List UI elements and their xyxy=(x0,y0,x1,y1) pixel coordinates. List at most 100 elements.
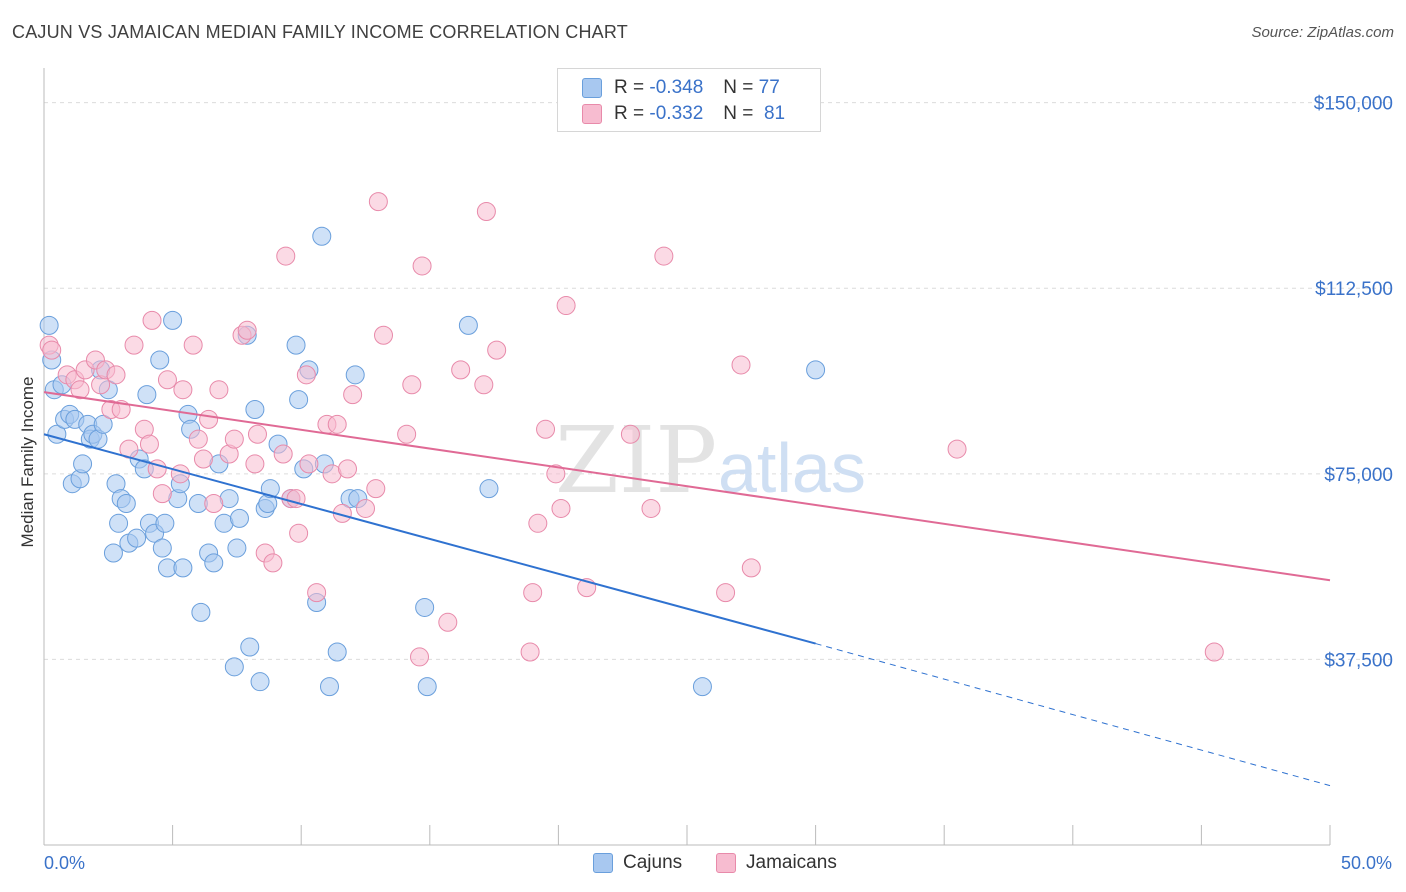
data-point xyxy=(654,246,674,266)
data-point xyxy=(479,479,499,499)
data-point xyxy=(103,543,123,563)
data-point xyxy=(137,385,157,405)
y-tick-label: $75,000 xyxy=(1324,465,1393,486)
data-point xyxy=(327,642,347,662)
legend-item-cajuns[interactable]: Cajuns xyxy=(593,852,682,874)
data-point xyxy=(415,597,435,617)
data-point xyxy=(70,380,90,400)
data-point xyxy=(438,612,458,632)
data-point xyxy=(641,498,661,518)
data-point xyxy=(209,380,229,400)
watermark-atlas: atlas xyxy=(718,429,866,507)
data-point xyxy=(556,296,576,316)
trend-line-cajuns xyxy=(43,433,816,645)
data-point xyxy=(1204,642,1224,662)
data-point xyxy=(227,538,247,558)
grid-lines xyxy=(44,102,1392,660)
legend-r-value: -0.348 xyxy=(649,77,704,98)
x-tick-label-max: 50.0% xyxy=(1341,853,1392,873)
stats-legend: R = -0.348 N = 77 R = -0.332 N = 81 xyxy=(557,68,821,132)
y-tick-labels: $37,500 $75,000 $112,500 $150,000 xyxy=(1314,94,1393,672)
data-point xyxy=(116,494,136,514)
data-point xyxy=(173,380,193,400)
data-point xyxy=(260,479,280,499)
data-point xyxy=(250,672,270,692)
legend-swatch-jamaicans xyxy=(582,104,602,124)
data-point xyxy=(273,444,293,464)
legend-r-value: -0.332 xyxy=(649,103,704,124)
data-point xyxy=(412,256,432,276)
data-point xyxy=(947,439,967,459)
chart-title: CAJUN VS JAMAICAN MEDIAN FAMILY INCOME C… xyxy=(12,22,628,42)
data-point xyxy=(368,192,388,212)
trend-line-jamaicans xyxy=(43,391,1331,582)
data-point xyxy=(276,246,296,266)
data-point xyxy=(152,484,172,504)
data-point xyxy=(93,414,113,434)
data-point xyxy=(157,370,177,390)
y-tick-label: $150,000 xyxy=(1314,94,1393,115)
data-point xyxy=(150,350,170,370)
data-point xyxy=(374,325,394,345)
legend-swatch-cajuns xyxy=(582,78,602,98)
data-point xyxy=(109,513,129,533)
legend-r-label: R = xyxy=(614,103,645,124)
legend-row-cajuns: R = -0.348 N = 77 xyxy=(582,77,780,99)
data-point xyxy=(620,424,640,444)
data-point xyxy=(204,553,224,573)
data-point xyxy=(127,528,147,548)
data-point xyxy=(173,558,193,578)
data-point xyxy=(263,553,283,573)
data-point xyxy=(474,375,494,395)
data-point xyxy=(240,637,260,657)
data-point xyxy=(417,677,437,697)
data-point xyxy=(402,375,422,395)
data-point xyxy=(139,434,159,454)
data-point xyxy=(229,508,249,528)
data-point xyxy=(42,340,62,360)
data-point xyxy=(307,583,327,603)
data-point xyxy=(199,409,219,429)
data-point xyxy=(289,390,309,410)
data-point xyxy=(546,464,566,484)
legend-n-value: 77 xyxy=(758,77,780,98)
data-point xyxy=(152,538,172,558)
data-point xyxy=(806,360,826,380)
data-point xyxy=(163,310,183,330)
data-point xyxy=(247,424,267,444)
legend-item-jamaicans[interactable]: Jamaicans xyxy=(716,852,837,874)
data-point xyxy=(536,419,556,439)
data-point xyxy=(237,320,257,340)
data-point xyxy=(191,602,211,622)
legend-n-label: N = xyxy=(723,103,754,124)
data-point xyxy=(188,429,208,449)
series-cajuns xyxy=(39,226,826,697)
data-point xyxy=(410,647,430,667)
data-point xyxy=(458,315,478,335)
data-point xyxy=(520,642,540,662)
data-point xyxy=(299,454,319,474)
y-tick-label: $112,500 xyxy=(1315,279,1393,300)
data-point xyxy=(692,677,712,697)
data-point xyxy=(343,385,363,405)
data-point xyxy=(327,414,347,434)
data-point xyxy=(245,399,265,419)
data-point xyxy=(487,340,507,360)
y-axis-label: Median Family Income xyxy=(18,376,37,547)
data-point xyxy=(476,202,496,222)
data-point xyxy=(345,365,365,385)
data-point xyxy=(106,365,126,385)
axes xyxy=(43,68,1331,846)
data-point xyxy=(731,355,751,375)
data-point xyxy=(397,424,417,444)
legend-row-jamaicans: R = -0.332 N = 81 xyxy=(582,103,785,125)
y-tick-label: $37,500 xyxy=(1324,650,1393,671)
data-point xyxy=(319,677,339,697)
legend-n-value: 81 xyxy=(763,103,786,124)
data-point xyxy=(224,429,244,449)
data-point xyxy=(528,513,548,533)
trend-lines xyxy=(43,391,1331,787)
legend-swatch-cajuns xyxy=(593,853,613,873)
data-point xyxy=(366,479,386,499)
data-point xyxy=(193,449,213,469)
